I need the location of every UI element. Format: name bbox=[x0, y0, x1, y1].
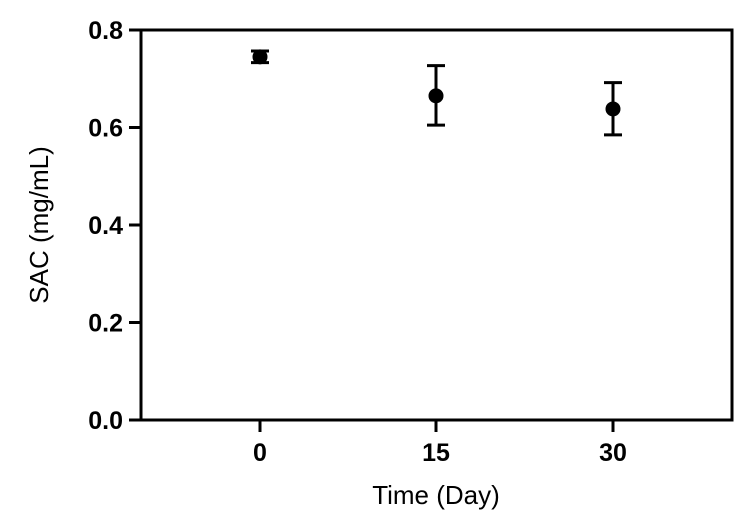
x-tick-label: 0 bbox=[253, 439, 267, 467]
y-tick-label: 0.6 bbox=[88, 115, 123, 143]
y-axis: 0.0 0.2 0.4 0.6 0.8 bbox=[88, 17, 141, 435]
data-point bbox=[428, 88, 444, 104]
data-point bbox=[252, 49, 268, 65]
x-tick-label: 15 bbox=[422, 439, 450, 467]
y-tick-label: 0.2 bbox=[88, 310, 123, 338]
y-axis-title: SAC (mg/mL) bbox=[24, 146, 54, 303]
x-tick-label: 30 bbox=[599, 439, 627, 467]
y-tick-label: 0.8 bbox=[88, 17, 123, 45]
data-point bbox=[605, 101, 621, 117]
y-tick-label: 0.4 bbox=[88, 212, 123, 240]
data-series bbox=[251, 49, 622, 137]
x-axis: 0 15 30 bbox=[253, 420, 627, 467]
x-axis-title: Time (Day) bbox=[372, 480, 500, 510]
y-tick-label: 0.0 bbox=[88, 407, 123, 435]
